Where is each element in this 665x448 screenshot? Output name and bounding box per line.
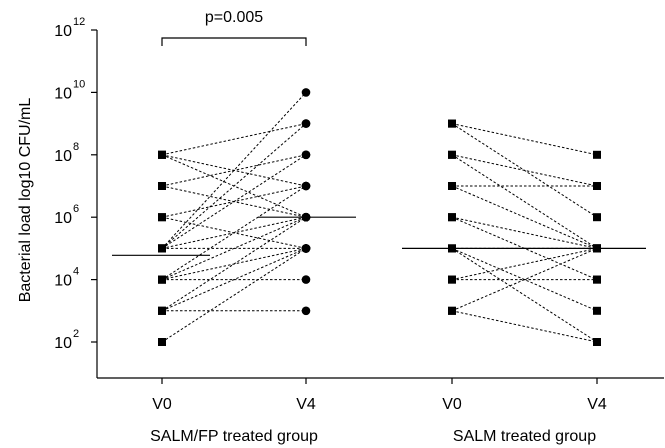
circle-marker — [301, 181, 311, 191]
paired-line — [451, 185, 598, 249]
square-marker — [448, 275, 456, 284]
paired-line — [161, 92, 307, 249]
paired-line — [161, 247, 307, 343]
paired-line — [451, 247, 598, 281]
square-marker — [158, 213, 166, 222]
square-marker — [593, 213, 601, 222]
paired-line — [161, 216, 307, 312]
paired-line — [161, 216, 307, 281]
circle-marker — [301, 244, 311, 253]
y-tick-label: 10 — [54, 210, 72, 227]
square-marker — [448, 150, 456, 159]
markers — [158, 88, 601, 346]
p-value-label: p=0.005 — [205, 9, 263, 26]
y-tick-label: 10 — [54, 148, 72, 165]
square-marker — [158, 338, 166, 346]
group-label: SALM treated group — [453, 428, 596, 445]
paired-line — [451, 310, 598, 343]
square-marker — [448, 213, 456, 222]
paired-line — [161, 123, 307, 249]
square-marker — [448, 182, 456, 190]
square-marker — [593, 306, 601, 315]
square-marker — [448, 119, 456, 128]
x-tick-label: V4 — [296, 396, 316, 413]
x-tick-label: V0 — [442, 396, 462, 413]
median-lines — [112, 216, 646, 256]
paired-line — [451, 123, 598, 156]
x-tick-label: V4 — [587, 396, 607, 413]
y-tick-exponent: 4 — [73, 266, 79, 278]
square-marker — [158, 182, 166, 190]
paired-line — [451, 247, 598, 343]
square-marker — [448, 306, 456, 315]
connector-lines — [161, 92, 598, 343]
circle-marker — [301, 306, 311, 316]
circle-marker — [301, 119, 311, 128]
x-tick-label: V0 — [152, 396, 172, 413]
y-tick-exponent: 8 — [73, 141, 79, 153]
paired-line — [451, 154, 598, 187]
group-labels: SALM/FP treated group SALM treated group — [150, 428, 596, 445]
y-axis-label: Bacterial load log10 CFU/mL — [17, 98, 34, 303]
paired-line — [161, 247, 307, 312]
paired-line — [451, 154, 598, 249]
square-marker — [448, 244, 456, 253]
square-marker — [593, 338, 601, 346]
paired-line — [161, 123, 307, 156]
square-marker — [593, 150, 601, 159]
y-tick-exponent: 6 — [73, 203, 79, 215]
square-marker — [158, 150, 166, 159]
y-tick-exponent: 10 — [73, 78, 85, 90]
paired-line — [161, 154, 307, 249]
paired-line — [161, 185, 307, 281]
y-tick-label: 10 — [54, 335, 72, 352]
x-ticks: V0 V4 V0 V4 — [152, 378, 607, 413]
paired-line — [451, 216, 598, 249]
significance-bracket — [161, 37, 307, 46]
significance-annotation: p=0.005 — [161, 9, 307, 46]
y-tick-label: 10 — [54, 85, 72, 102]
square-marker — [158, 275, 166, 284]
y-tick-label: 10 — [54, 23, 72, 40]
square-marker — [593, 244, 601, 253]
square-marker — [158, 306, 166, 315]
square-marker — [593, 182, 601, 190]
circle-marker — [301, 150, 311, 160]
square-marker — [158, 244, 166, 253]
y-tick-label: 10 — [54, 273, 72, 290]
paired-line — [161, 154, 307, 187]
y-tick-exponent: 2 — [73, 328, 79, 340]
y-tick-exponent: 12 — [73, 16, 85, 28]
paired-line — [451, 247, 598, 312]
circle-marker — [301, 212, 311, 222]
circle-marker — [301, 275, 311, 284]
axes: Bacterial load log10 CFU/mL — [17, 30, 664, 379]
circle-marker — [301, 88, 311, 97]
group-label: SALM/FP treated group — [150, 428, 318, 445]
square-marker — [593, 275, 601, 284]
